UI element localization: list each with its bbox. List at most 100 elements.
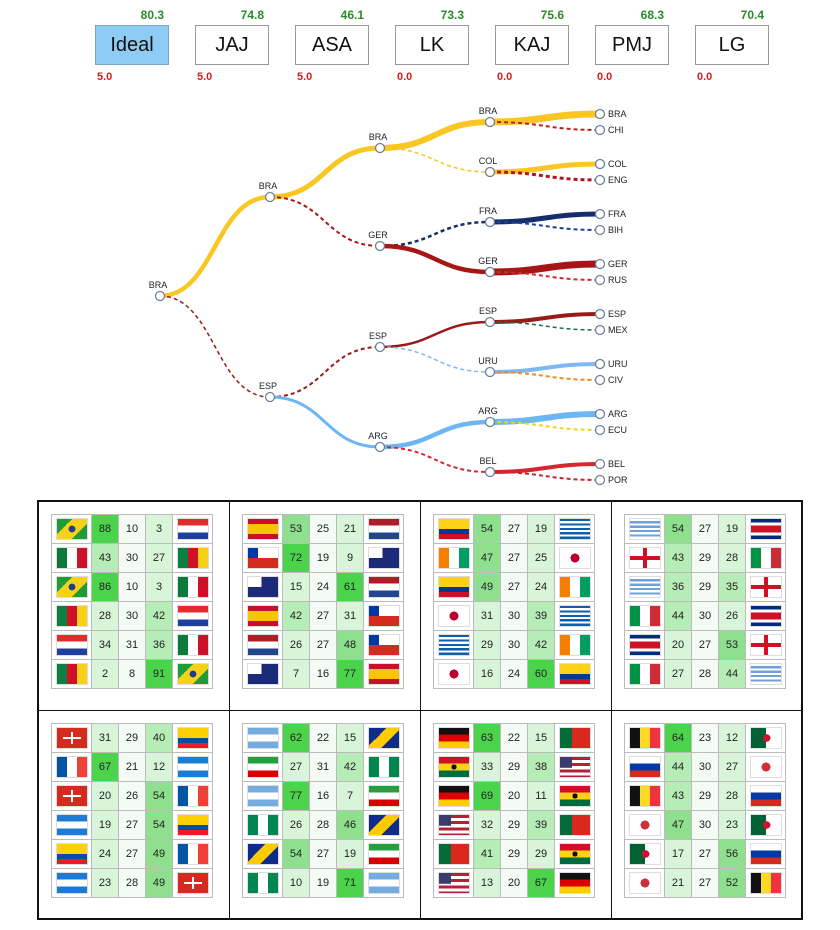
match-row[interactable]: 20 26 54	[51, 781, 213, 811]
match-row[interactable]: 34 31 36	[51, 630, 213, 660]
bracket-node-leaf[interactable]	[594, 274, 606, 286]
method-button-jaj[interactable]: JAJ	[195, 25, 269, 65]
match-row[interactable]: 24 27 49	[51, 839, 213, 869]
match-row[interactable]: 29 30 42	[433, 630, 595, 660]
bracket-node-semi[interactable]	[374, 240, 386, 252]
match-row[interactable]: 27 28 44	[624, 659, 786, 689]
match-row[interactable]: 44 30 27	[624, 752, 786, 782]
method-score-bottom: 0.0	[597, 71, 613, 83]
bracket-node-leaf[interactable]	[594, 424, 606, 436]
match-row[interactable]: 16 24 60	[433, 659, 595, 689]
method-button-kaj[interactable]: KAJ	[495, 25, 569, 65]
bracket-node-leaf[interactable]	[594, 258, 606, 270]
bracket-node-leaf[interactable]	[594, 158, 606, 170]
match-probability: 67	[91, 752, 119, 782]
bracket-node-final[interactable]	[264, 391, 276, 403]
bracket-node-semi[interactable]	[374, 341, 386, 353]
match-row[interactable]: 27 31 42	[242, 752, 404, 782]
flag-hon-icon	[56, 815, 87, 835]
match-row[interactable]: 62 22 15	[242, 723, 404, 753]
match-row[interactable]: 64 23 12	[624, 723, 786, 753]
bracket-node-leaf[interactable]	[594, 208, 606, 220]
match-row[interactable]: 26 27 48	[242, 630, 404, 660]
match-row[interactable]: 72 19 9	[242, 543, 404, 573]
method-button-lg[interactable]: LG	[695, 25, 769, 65]
match-probability: 16	[309, 781, 337, 811]
bracket-node-leaf[interactable]	[594, 458, 606, 470]
match-probability: 15	[527, 723, 555, 753]
match-row[interactable]: 2 8 91	[51, 659, 213, 689]
match-row[interactable]: 31 29 40	[51, 723, 213, 753]
flag-eng-icon	[629, 548, 660, 568]
bracket-edge	[489, 312, 601, 324]
method-button-ideal[interactable]: Ideal	[95, 25, 169, 65]
bracket-node-leaf[interactable]	[594, 374, 606, 386]
match-row[interactable]: 88 10 3	[51, 514, 213, 544]
match-row[interactable]: 69 20 11	[433, 781, 595, 811]
match-row[interactable]: 31 30 39	[433, 601, 595, 631]
bracket-team-label: ECU	[608, 425, 627, 435]
method-button-asa[interactable]: ASA	[295, 25, 369, 65]
bracket-node-leaf[interactable]	[594, 124, 606, 136]
bracket-node-quarter[interactable]	[484, 216, 496, 228]
match-row[interactable]: 47 27 25	[433, 543, 595, 573]
match-row[interactable]: 43 30 27	[51, 543, 213, 573]
flag-cro-icon	[56, 635, 87, 655]
match-row[interactable]: 32 29 39	[433, 810, 595, 840]
match-row[interactable]: 13 20 67	[433, 868, 595, 898]
match-row[interactable]: 44 30 26	[624, 601, 786, 631]
match-row[interactable]: 86 10 3	[51, 572, 213, 602]
bracket-node-leaf[interactable]	[594, 324, 606, 336]
bracket-node-champion[interactable]	[154, 290, 166, 302]
match-row[interactable]: 36 29 35	[624, 572, 786, 602]
match-probability: 36	[664, 572, 692, 602]
bracket-node-semi[interactable]	[374, 441, 386, 453]
match-row[interactable]: 67 21 12	[51, 752, 213, 782]
match-row[interactable]: 54 27 19	[433, 514, 595, 544]
match-row[interactable]: 47 30 23	[624, 810, 786, 840]
match-row[interactable]: 7 16 77	[242, 659, 404, 689]
bracket-node-quarter[interactable]	[484, 266, 496, 278]
match-row[interactable]: 43 29 28	[624, 543, 786, 573]
match-row[interactable]: 42 27 31	[242, 601, 404, 631]
match-row[interactable]: 54 27 19	[242, 839, 404, 869]
match-row[interactable]: 21 27 52	[624, 868, 786, 898]
bracket-node-quarter[interactable]	[484, 366, 496, 378]
match-row[interactable]: 53 25 21	[242, 514, 404, 544]
method-button-lk[interactable]: LK	[395, 25, 469, 65]
match-row[interactable]: 20 27 53	[624, 630, 786, 660]
bracket-node-quarter[interactable]	[484, 166, 496, 178]
bracket-node-leaf[interactable]	[594, 358, 606, 370]
match-table: 64 23 12 44 30 27 43 29 28 47 30 23 17 27 56 21 27 52	[624, 723, 786, 898]
match-row[interactable]: 17 27 56	[624, 839, 786, 869]
bracket-node-leaf[interactable]	[594, 308, 606, 320]
bracket-node-semi[interactable]	[374, 142, 386, 154]
bracket-node-final[interactable]	[264, 191, 276, 203]
bracket-node-leaf[interactable]	[594, 474, 606, 486]
bracket-node-quarter[interactable]	[484, 466, 496, 478]
match-row[interactable]: 43 29 28	[624, 781, 786, 811]
method-score-top: 73.3	[440, 8, 464, 22]
match-row[interactable]: 49 27 24	[433, 572, 595, 602]
bracket-node-leaf[interactable]	[594, 224, 606, 236]
match-row[interactable]: 15 24 61	[242, 572, 404, 602]
match-row[interactable]: 26 28 46	[242, 810, 404, 840]
match-row[interactable]: 63 22 15	[433, 723, 595, 753]
match-row[interactable]: 41 29 29	[433, 839, 595, 869]
bracket-node-leaf[interactable]	[594, 108, 606, 120]
bracket-node-quarter[interactable]	[484, 116, 496, 128]
method-button-pmj[interactable]: PMJ	[595, 25, 669, 65]
match-row[interactable]: 54 27 19	[624, 514, 786, 544]
match-row[interactable]: 19 27 54	[51, 810, 213, 840]
match-row[interactable]: 23 28 49	[51, 868, 213, 898]
match-probability: 31	[336, 601, 364, 631]
bracket-node-quarter[interactable]	[484, 416, 496, 428]
bracket-node-leaf[interactable]	[594, 174, 606, 186]
match-row[interactable]: 10 19 71	[242, 868, 404, 898]
match-row[interactable]: 77 16 7	[242, 781, 404, 811]
bracket-node-leaf[interactable]	[594, 408, 606, 420]
bracket-edge	[269, 196, 381, 247]
match-row[interactable]: 28 30 42	[51, 601, 213, 631]
bracket-node-quarter[interactable]	[484, 316, 496, 328]
match-row[interactable]: 33 29 38	[433, 752, 595, 782]
